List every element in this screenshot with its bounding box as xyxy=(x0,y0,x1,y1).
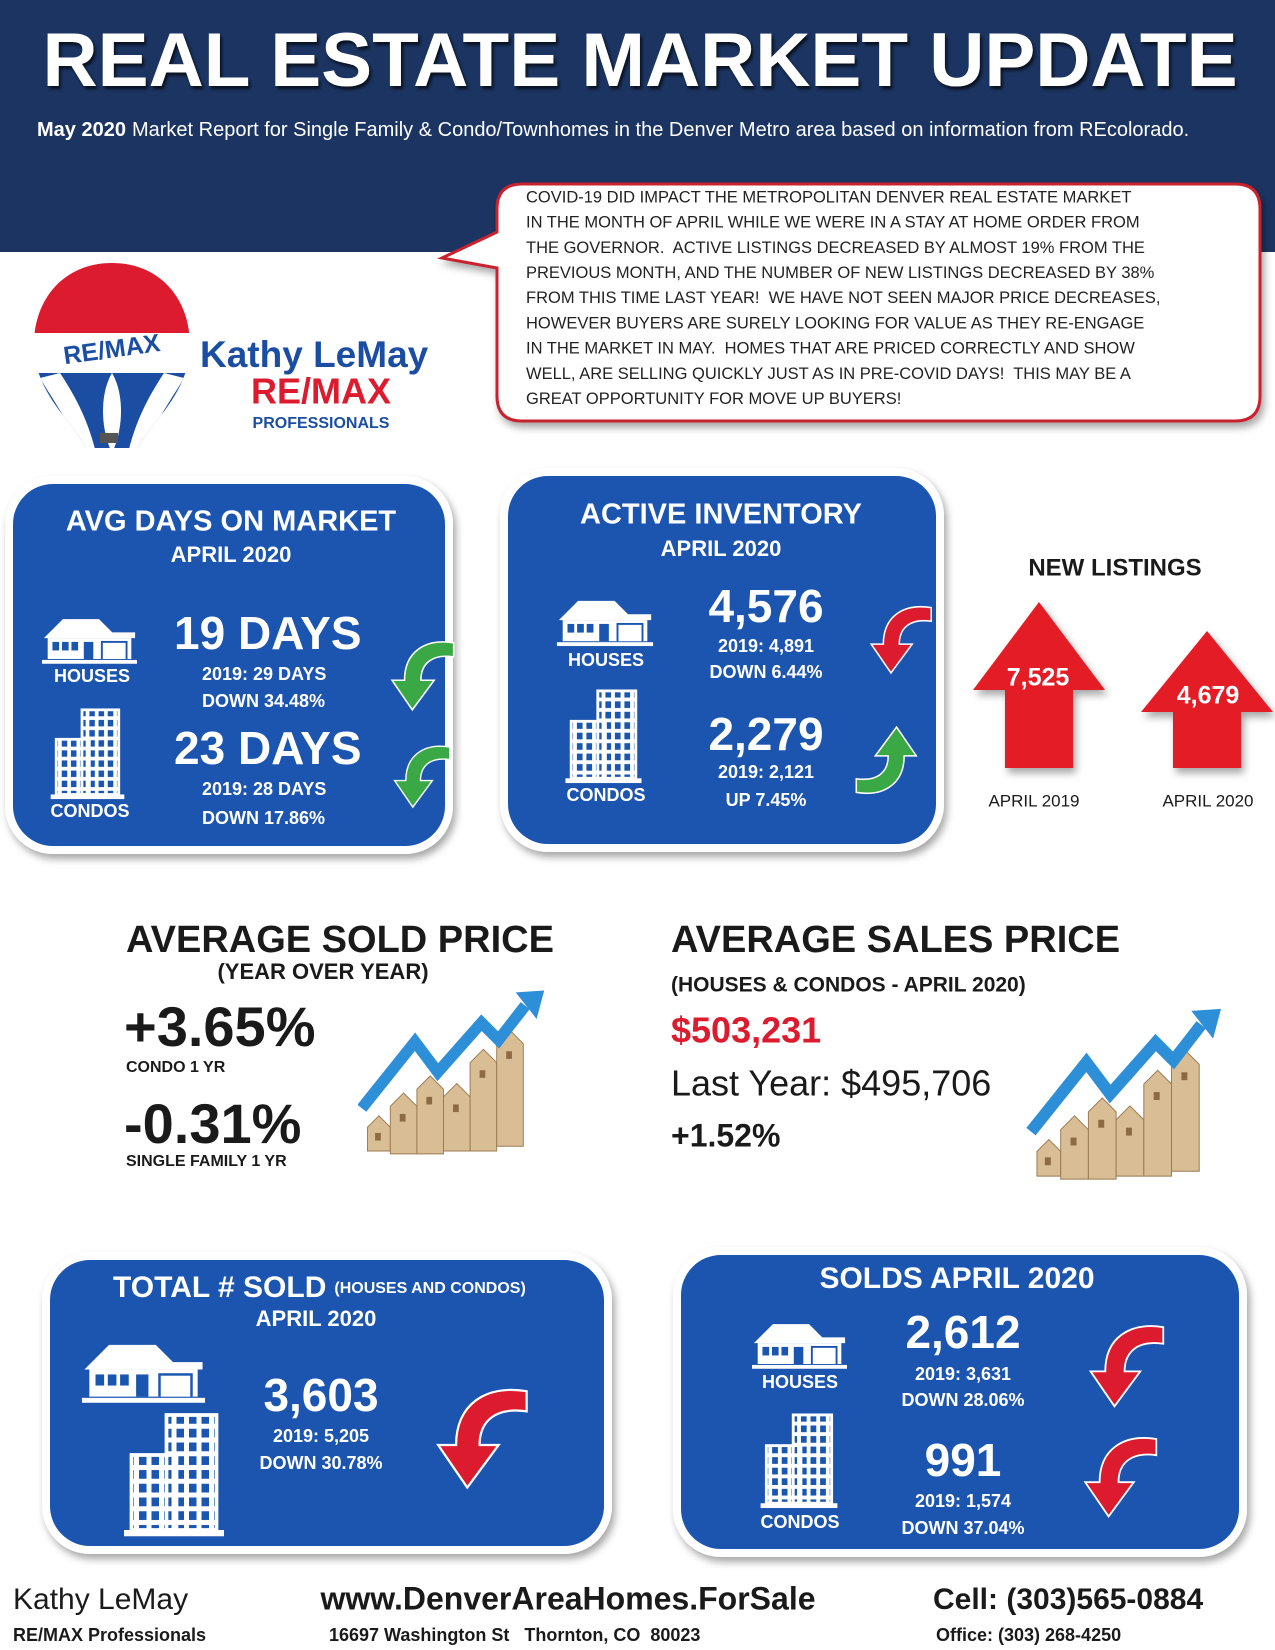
page-subtitle: May 2020 Market Report for Single Family … xyxy=(37,119,1189,141)
agent-brand: RE/MAX xyxy=(251,371,391,412)
box-title: SOLDS APRIL 2020 xyxy=(819,1262,1094,1295)
metric-change: UP 7.45% xyxy=(726,790,807,810)
notice-line: PREVIOUS MONTH, AND THE NUMBER OF NEW LI… xyxy=(526,264,1155,282)
balloon-logo-part-part xyxy=(128,373,184,448)
balloon-logo-part xyxy=(100,433,118,443)
metric-value: 3,603 xyxy=(263,1369,378,1421)
subtitle-date: May 2020 xyxy=(37,119,126,141)
listing-value: 4,679 xyxy=(1177,682,1240,710)
metric-prior: Last Year: $495,706 xyxy=(671,1063,991,1104)
page-title: REAL ESTATE MARKET UPDATE xyxy=(43,18,1238,103)
notice-line: WELL, ARE SELLING QUICKLY JUST AS IN PRE… xyxy=(526,365,1131,383)
box-title-main: TOTAL # SOLD xyxy=(113,1271,326,1304)
metric-prior: 2019: 5,205 xyxy=(273,1426,369,1446)
metric-prior: 2019: 3,631 xyxy=(915,1364,1011,1384)
metric-value: $503,231 xyxy=(671,1010,821,1051)
metric-prior: 2019: 4,891 xyxy=(718,636,814,656)
icon-label: HOUSES xyxy=(54,666,130,686)
notice-line: IN THE MARKET IN MAY. HOMES THAT ARE PRI… xyxy=(526,340,1135,358)
notice-line: GREAT OPPORTUNITY FOR MOVE UP BUYERS! xyxy=(526,390,901,408)
icon-label: HOUSES xyxy=(568,650,644,670)
notice-line: THE GOVERNOR. ACTIVE LISTINGS DECREASED … xyxy=(526,239,1145,257)
listing-arrow xyxy=(973,602,1105,768)
metric-change: +1.52% xyxy=(671,1117,780,1153)
metric-change: DOWN 6.44% xyxy=(709,662,822,682)
balloon-logo-part-part xyxy=(34,333,190,373)
footer-name: Kathy LeMay xyxy=(13,1583,188,1616)
icon-label: CONDOS xyxy=(50,801,129,821)
section-title: AVERAGE SOLD PRICE xyxy=(126,919,554,961)
box-title-note: (HOUSES AND CONDOS) xyxy=(334,1280,525,1297)
box-period: APRIL 2020 xyxy=(171,542,292,567)
listing-label: APRIL 2020 xyxy=(1162,791,1253,810)
metric-value: 4,576 xyxy=(708,580,823,632)
metric-label: SINGLE FAMILY 1 YR xyxy=(126,1153,287,1170)
metric-change: DOWN 28.06% xyxy=(901,1390,1024,1410)
notice-line: IN THE MONTH OF APRIL WHILE WE WERE IN A… xyxy=(526,214,1140,232)
section-title: AVERAGE SALES PRICE xyxy=(671,919,1120,961)
footer-office: RE/MAX Professionals xyxy=(13,1625,206,1645)
icon-label: CONDOS xyxy=(760,1512,839,1532)
agent-office: PROFESSIONALS xyxy=(253,415,390,432)
section-subtitle: (HOUSES & CONDOS - APRIL 2020) xyxy=(671,974,1026,997)
box-period: APRIL 2020 xyxy=(661,536,782,561)
box-title: AVG DAYS ON MARKET xyxy=(66,506,397,538)
box-title: ACTIVE INVENTORY xyxy=(580,499,862,531)
footer-cell: Cell: (303)565-0884 xyxy=(933,1583,1203,1616)
section-title: NEW LISTINGS xyxy=(1028,554,1201,581)
notice-line: COVID-19 DID IMPACT THE METROPOLITAN DEN… xyxy=(526,188,1131,206)
metric-value: 2,279 xyxy=(708,708,823,760)
listing-arrow xyxy=(1141,631,1273,768)
balloon-logo: RE/MAX xyxy=(34,263,190,448)
metric-change: DOWN 17.86% xyxy=(202,808,325,828)
metric-value: 991 xyxy=(925,1434,1002,1486)
balloon-logo-part-part xyxy=(40,373,96,448)
listing-value: 7,525 xyxy=(1007,664,1070,692)
subtitle-text: Market Report for Single Family & Condo/… xyxy=(132,119,1189,141)
footer-website: www.DenverAreaHomes.ForSale xyxy=(320,1580,816,1616)
notice-bubble xyxy=(437,182,1262,423)
icon-label: CONDOS xyxy=(566,785,645,805)
metric-prior: 2019: 2,121 xyxy=(718,762,814,782)
metric-value: -0.31% xyxy=(124,1092,301,1155)
footer-phone: Office: (303) 268-4250 xyxy=(936,1625,1121,1645)
box-title: TOTAL # SOLD (HOUSES AND CONDOS) xyxy=(113,1271,526,1304)
metric-value: +3.65% xyxy=(124,995,316,1058)
metric-prior: 2019: 29 DAYS xyxy=(202,664,326,684)
metric-change: DOWN 34.48% xyxy=(202,691,325,711)
listing-label: APRIL 2019 xyxy=(988,791,1079,810)
metric-change: DOWN 37.04% xyxy=(901,1518,1024,1538)
metric-value: 23 DAYS xyxy=(174,722,362,774)
metric-label: CONDO 1 YR xyxy=(126,1059,226,1076)
balloon-logo-part-part xyxy=(34,263,190,333)
metric-value: 19 DAYS xyxy=(174,607,362,659)
box-period: APRIL 2020 xyxy=(256,1306,377,1331)
notice-line: HOWEVER BUYERS ARE SURELY LOOKING FOR VA… xyxy=(526,314,1144,332)
growth-graphic xyxy=(1031,1009,1221,1179)
section-subtitle: (YEAR OVER YEAR) xyxy=(217,959,428,984)
notice-line: FROM THIS TIME LAST YEAR! WE HAVE NOT SE… xyxy=(526,289,1160,307)
metric-prior: 2019: 28 DAYS xyxy=(202,779,326,799)
metric-prior: 2019: 1,574 xyxy=(915,1491,1011,1511)
icon-label: HOUSES xyxy=(762,1372,838,1392)
footer-address: 16697 Washington St Thornton, CO 80023 xyxy=(329,1625,700,1645)
agent-name: Kathy LeMay xyxy=(200,334,429,375)
growth-graphic xyxy=(362,990,544,1153)
metric-change: DOWN 30.78% xyxy=(259,1453,382,1473)
metric-value: 2,612 xyxy=(905,1306,1020,1358)
notice: COVID-19 DID IMPACT THE METROPOLITAN DEN… xyxy=(526,188,1160,408)
